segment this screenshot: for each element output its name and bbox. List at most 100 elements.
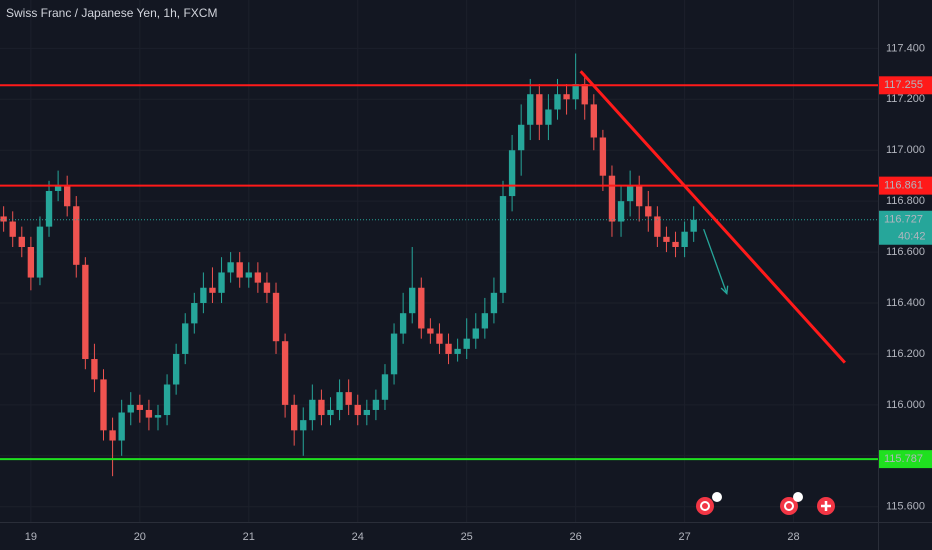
event-icons xyxy=(696,492,835,515)
candle-body xyxy=(672,241,679,247)
candle-body xyxy=(645,206,652,217)
candle-body xyxy=(508,150,516,197)
arrow-shaft xyxy=(703,228,728,294)
candle-body xyxy=(172,353,180,385)
candle-body xyxy=(399,313,407,334)
candle-body xyxy=(663,236,670,242)
candle-body xyxy=(681,231,688,247)
candle-body xyxy=(9,221,16,237)
event-count-badge xyxy=(712,492,722,502)
x-tick-label: 26 xyxy=(570,531,582,543)
level-label-box xyxy=(879,450,932,469)
candle-body xyxy=(608,175,616,222)
candle-body xyxy=(272,292,280,342)
candle-body xyxy=(599,137,607,176)
candle-body xyxy=(372,399,380,410)
x-tick-label: 21 xyxy=(243,531,255,543)
event-count-badge xyxy=(793,492,803,502)
candle-body xyxy=(590,104,597,138)
countdown-label: 40:42 xyxy=(898,231,926,243)
candle-body xyxy=(563,94,570,100)
y-tick-label: 117.400 xyxy=(886,42,925,54)
candle-body xyxy=(64,185,71,207)
candle-body xyxy=(127,404,134,413)
candle-body xyxy=(690,219,697,232)
candle-body xyxy=(182,323,189,354)
candle-body xyxy=(245,272,252,278)
candle-body xyxy=(91,359,98,380)
last-price-label: 116.727 xyxy=(884,214,923,226)
candle-body xyxy=(536,94,543,125)
x-tick-label: 27 xyxy=(678,531,690,543)
last-price-box xyxy=(879,210,932,245)
x-tick-label: 25 xyxy=(461,531,473,543)
candle-body xyxy=(218,272,225,293)
x-tick-label: 20 xyxy=(134,531,146,543)
candle-body xyxy=(109,430,116,441)
candle-body xyxy=(154,415,162,418)
candle-body xyxy=(527,94,534,125)
arrow-head xyxy=(720,285,729,295)
y-tick-label: 116.000 xyxy=(886,399,925,411)
candle-body xyxy=(309,399,316,421)
y-tick-label: 115.600 xyxy=(886,501,925,513)
candle-body xyxy=(200,287,207,304)
event-plus xyxy=(821,501,831,511)
candle-body xyxy=(345,392,352,405)
candle-body xyxy=(463,338,470,349)
candle-body xyxy=(145,409,153,418)
candle-body xyxy=(54,185,62,191)
candle-body xyxy=(427,328,434,334)
candle-body xyxy=(227,262,234,273)
candle-body xyxy=(363,409,370,416)
level-label: 116.861 xyxy=(884,180,923,192)
candle-body xyxy=(581,84,588,105)
candle-body xyxy=(381,374,389,400)
candle-body xyxy=(554,94,561,110)
x-tick-label: 24 xyxy=(352,531,364,543)
candle-body xyxy=(499,196,507,293)
candle-body xyxy=(517,124,525,151)
candle-body xyxy=(163,384,171,416)
candle-body xyxy=(209,287,216,293)
level-label: 115.787 xyxy=(884,453,923,465)
candle-body xyxy=(445,343,452,354)
candle-body xyxy=(45,190,53,227)
y-tick-label: 116.600 xyxy=(886,246,925,258)
candle-body xyxy=(418,287,425,329)
candle-body xyxy=(545,109,552,125)
y-tick-label: 117.200 xyxy=(886,93,925,105)
candle-body xyxy=(354,404,361,416)
y-tick-label: 117.000 xyxy=(886,144,925,156)
candle-body xyxy=(490,292,498,314)
chart-title: Swiss Franc / Japanese Yen, 1h, FXCM xyxy=(6,6,217,20)
candle-body xyxy=(654,216,661,237)
candle-body xyxy=(409,287,416,314)
candle-body xyxy=(191,303,198,324)
candle-body xyxy=(300,420,307,431)
candle-body xyxy=(336,392,343,410)
candle-body xyxy=(318,399,325,416)
candle-body xyxy=(136,404,144,410)
candle-body xyxy=(118,412,125,441)
level-label: 117.255 xyxy=(884,79,923,91)
candle-body xyxy=(82,264,89,360)
y-tick-label: 116.400 xyxy=(886,297,925,309)
candle-body xyxy=(390,333,398,375)
candle-body xyxy=(327,409,334,416)
event-icon-dot xyxy=(786,503,792,509)
candle-body xyxy=(454,348,461,354)
candle-body xyxy=(617,201,625,222)
y-tick-label: 116.200 xyxy=(886,348,925,360)
candle-body xyxy=(0,216,7,222)
level-label-box xyxy=(879,176,932,195)
y-tick-label: 116.800 xyxy=(886,195,925,207)
marks xyxy=(0,53,878,477)
candle-body xyxy=(27,246,35,278)
level-label-box xyxy=(879,76,932,95)
x-tick-label: 19 xyxy=(25,531,37,543)
candle-body xyxy=(281,341,289,405)
candle-body xyxy=(254,272,262,283)
